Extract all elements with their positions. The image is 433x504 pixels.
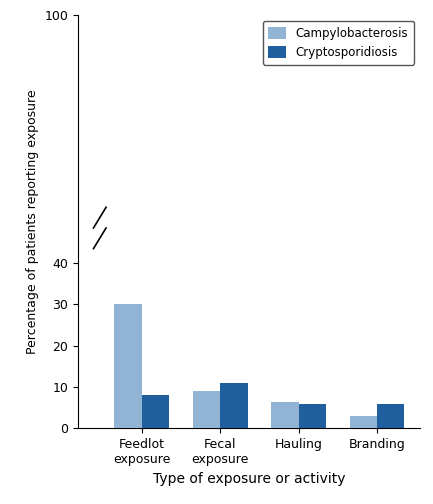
- X-axis label: Type of exposure or activity: Type of exposure or activity: [153, 472, 345, 486]
- Bar: [142, 395, 169, 428]
- Y-axis label: Percentage of patients reporting exposure: Percentage of patients reporting exposur…: [26, 89, 39, 354]
- Bar: [193, 391, 220, 428]
- Bar: [114, 304, 142, 428]
- Bar: [220, 383, 248, 428]
- Bar: [349, 416, 377, 428]
- Bar: [271, 402, 299, 428]
- Legend: Campylobacterosis, Cryptosporidiosis: Campylobacterosis, Cryptosporidiosis: [262, 21, 414, 65]
- Bar: [377, 404, 404, 428]
- Bar: [299, 404, 326, 428]
